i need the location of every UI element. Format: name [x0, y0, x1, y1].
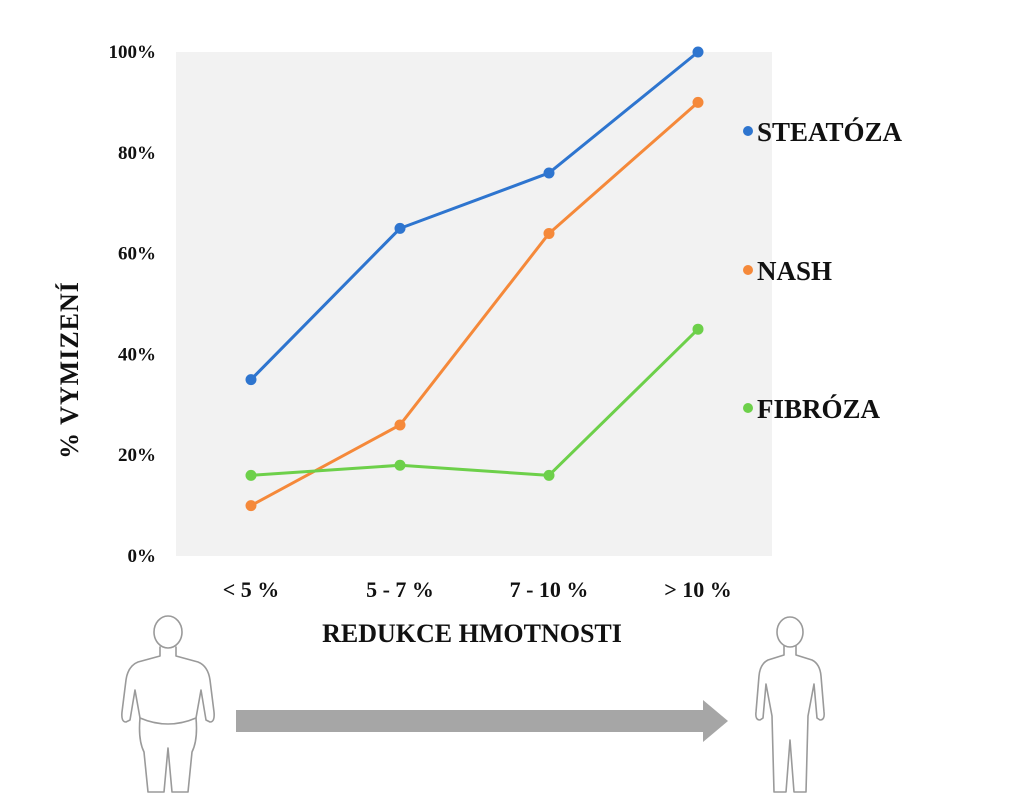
y-tick-label: 100% [109, 42, 157, 63]
series-layer [245, 46, 704, 512]
legend-label-nash: NASH [757, 256, 832, 286]
x-tick-label: < 5 % [223, 577, 280, 602]
data-point-fibroza [692, 323, 704, 335]
data-point-fibroza [543, 469, 555, 481]
series-line-steatoza [249, 50, 699, 381]
data-point-nash [245, 500, 257, 512]
y-tick-label: 60% [118, 244, 156, 265]
human-silhouette-heavy-icon [121, 615, 215, 793]
legend-marker-nash [743, 265, 753, 275]
x-tick-label: 7 - 10 % [510, 577, 589, 602]
x-tick-label: > 10 % [664, 577, 732, 602]
x-axis-label: REDUKCE HMOTNOSTI [322, 619, 622, 648]
y-tick-label: 40% [118, 344, 156, 365]
data-point-steatoza [692, 46, 704, 58]
data-point-fibroza [245, 469, 257, 481]
data-point-steatoza [245, 374, 257, 386]
data-point-nash [543, 227, 555, 239]
data-point-steatoza [394, 222, 406, 234]
y-tick-label: 20% [118, 445, 156, 466]
data-point-fibroza [394, 459, 406, 471]
series-line-fibroza [250, 328, 700, 477]
legend-label-fibroza: FIBRÓZA [757, 394, 881, 424]
data-point-steatoza [543, 167, 555, 179]
right-arrow-icon [236, 700, 728, 742]
legend-label-steatoza: STEATÓZA [757, 117, 903, 147]
x-tick-label: 5 - 7 % [366, 577, 434, 602]
plot-area [176, 52, 772, 556]
x-axis-ticks: < 5 % 5 - 7 % 7 - 10 % > 10 % [223, 577, 732, 602]
legend: STEATÓZA NASH FIBRÓZA [743, 117, 903, 424]
legend-marker-fibroza [743, 403, 753, 413]
data-point-nash [394, 419, 406, 431]
y-axis-label: % VYMIZENÍ [55, 281, 84, 459]
legend-marker-steatoza [743, 126, 753, 136]
y-axis-ticks: 0% 20% 40% 60% 80% 100% [109, 42, 157, 567]
human-silhouette-slim-icon [755, 616, 825, 793]
data-point-nash [692, 96, 704, 108]
series-line-nash [250, 101, 699, 507]
y-tick-label: 80% [118, 143, 156, 164]
y-tick-label: 0% [128, 546, 157, 567]
